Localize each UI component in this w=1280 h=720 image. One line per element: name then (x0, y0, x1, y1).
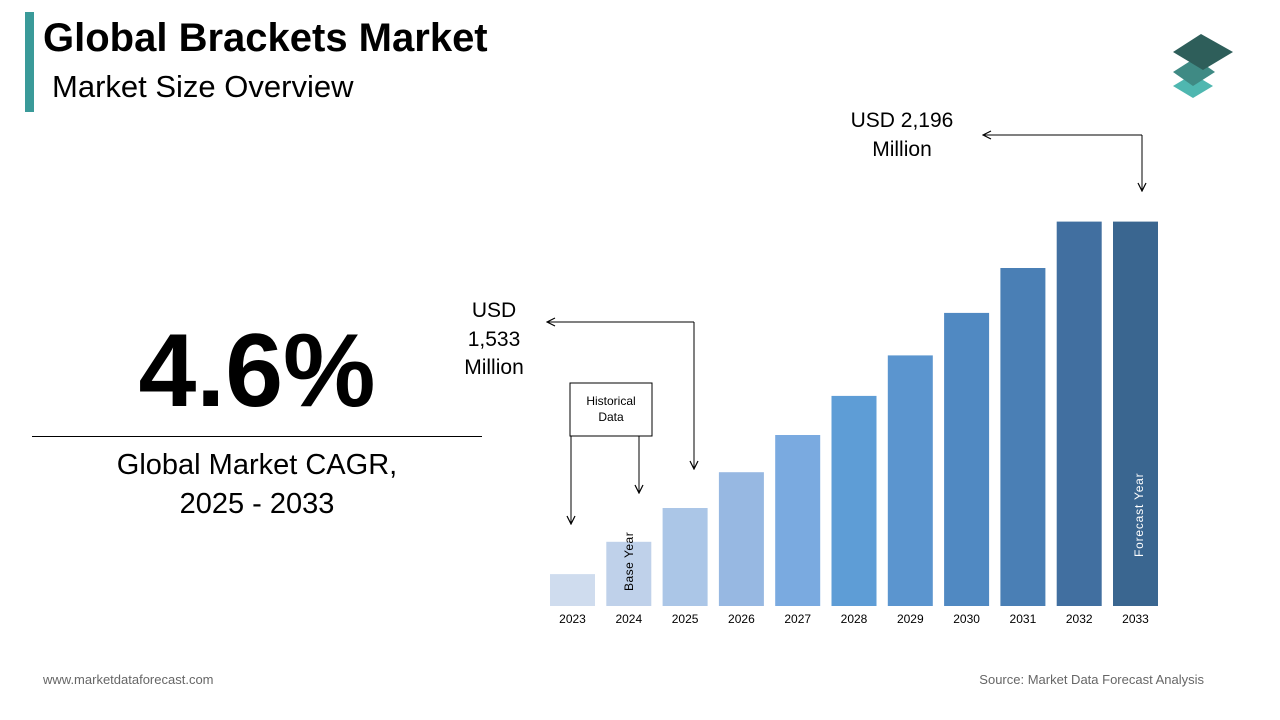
x-tick-2029: 2029 (897, 612, 924, 626)
value-label-high-line2: Million (872, 138, 932, 161)
bar-2025 (662, 508, 708, 606)
value-label-high-line1: USD 2,196 (851, 109, 954, 132)
footer-website: www.marketdataforecast.com (43, 672, 214, 687)
x-tick-2026: 2026 (728, 612, 755, 626)
x-tick-2028: 2028 (841, 612, 868, 626)
brand-logo-icon (1173, 34, 1233, 98)
bar-2030 (944, 312, 990, 606)
x-tick-2023: 2023 (559, 612, 586, 626)
cagr-label-line2: 2025 - 2033 (179, 488, 335, 520)
cagr-label: Global Market CAGR, 2025 - 2033 (32, 446, 482, 524)
x-tick-2027: 2027 (784, 612, 811, 626)
x-tick-2031: 2031 (1010, 612, 1037, 626)
historical-data-box (569, 382, 653, 437)
value-label-low-line1: USD (472, 299, 516, 322)
bar-2023 (550, 574, 595, 606)
bar-2032 (1056, 221, 1102, 606)
cagr-label-line1: Global Market CAGR, (116, 449, 398, 481)
title-accent-bar (25, 12, 34, 112)
value-label-low-line3: Million (464, 356, 524, 379)
bar-2026 (718, 472, 764, 606)
page-subtitle: Market Size Overview (52, 69, 354, 104)
x-tick-2025: 2025 (672, 612, 699, 626)
x-tick-2033: 2033 (1122, 612, 1149, 626)
bar-2027 (775, 435, 821, 606)
forecast-year-label: Forecast Year (1132, 473, 1146, 557)
cagr-divider (32, 436, 482, 437)
bar-2031 (1000, 268, 1046, 606)
bar-2029 (887, 355, 933, 606)
bar-2028 (831, 395, 877, 606)
footer-source: Source: Market Data Forecast Analysis (979, 672, 1204, 687)
historical-data-label-line2: Data (598, 410, 624, 424)
x-tick-2024: 2024 (615, 612, 642, 626)
value-label-low-line2: 1,533 (468, 328, 521, 351)
base-year-label: Base Year (622, 532, 636, 591)
historical-data-label-line1: Historical (586, 394, 635, 408)
bar-2024 (606, 541, 652, 606)
x-tick-2032: 2032 (1066, 612, 1093, 626)
bar-2033 (1113, 221, 1158, 606)
x-tick-2030: 2030 (953, 612, 980, 626)
page-title: Global Brackets Market (43, 16, 488, 60)
logo-layer-top (1173, 34, 1233, 70)
cagr-value: 4.6% (138, 313, 376, 429)
